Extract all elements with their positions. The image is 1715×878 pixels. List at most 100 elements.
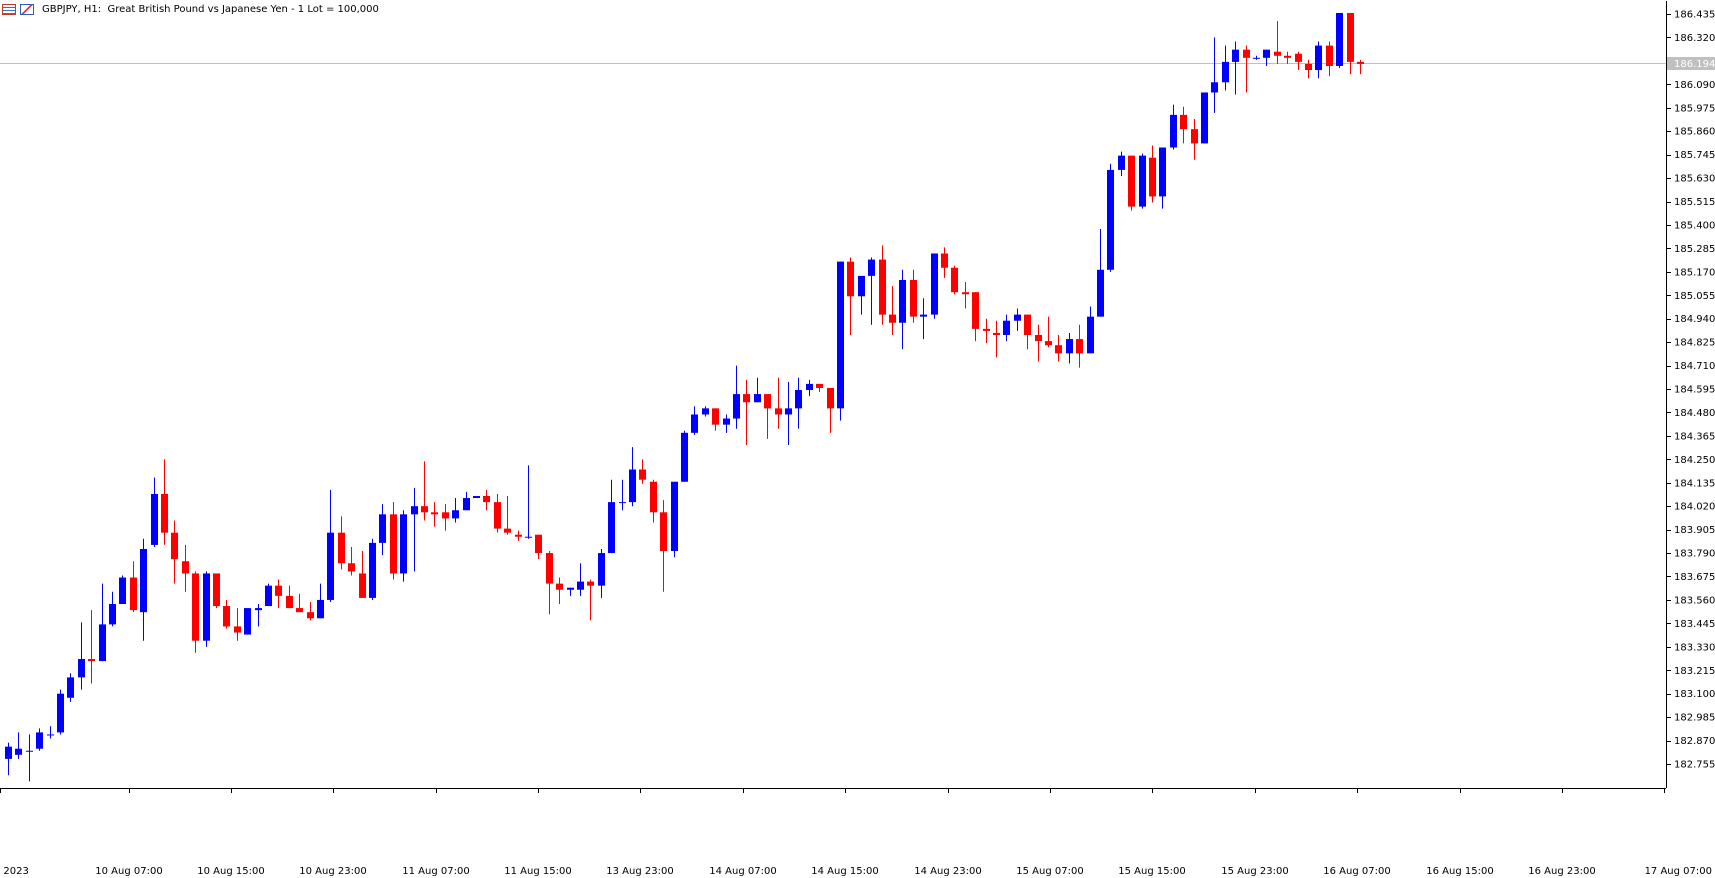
time-tick-label: 15 Aug 23:00 xyxy=(1221,866,1288,877)
candle xyxy=(847,257,854,335)
candle-body xyxy=(1128,155,1135,207)
candle-body xyxy=(515,534,522,537)
candle xyxy=(463,491,470,511)
price-tick-label: 185.515 xyxy=(1674,197,1715,208)
candle xyxy=(1170,104,1177,150)
candle-body xyxy=(931,253,938,315)
candle-body xyxy=(806,383,813,391)
candle xyxy=(671,481,678,558)
price-tick-label: 186.435 xyxy=(1674,10,1715,21)
price-tick-label: 183.100 xyxy=(1674,689,1715,700)
candle-body xyxy=(1201,92,1208,144)
candle-body xyxy=(1097,269,1104,317)
candle xyxy=(182,544,189,592)
candle xyxy=(546,551,553,615)
candle xyxy=(691,406,698,435)
price-tick-label: 184.365 xyxy=(1674,431,1715,442)
candle-body xyxy=(535,534,542,554)
candle xyxy=(223,599,230,629)
candle-body xyxy=(47,734,54,736)
candle-body xyxy=(140,548,147,613)
price-tick-label: 185.860 xyxy=(1674,127,1715,138)
candle-body xyxy=(504,528,511,533)
candle xyxy=(941,247,948,278)
candle-body xyxy=(1191,129,1198,144)
candle xyxy=(1243,45,1250,93)
candle xyxy=(203,571,210,647)
candle xyxy=(889,286,896,335)
symbol-description: GBPJPY, H1: Great British Pound vs Japan… xyxy=(42,3,379,15)
candle-body xyxy=(1347,12,1354,62)
candle-body xyxy=(244,608,251,635)
candle-body xyxy=(265,585,272,607)
candle xyxy=(307,601,314,621)
time-tick-label: 15 Aug 15:00 xyxy=(1118,866,1185,877)
candle-body xyxy=(702,408,709,415)
candle-body xyxy=(203,573,210,641)
candle-body xyxy=(754,394,761,403)
candle-body xyxy=(1180,114,1187,130)
candle-body xyxy=(359,573,366,598)
candle xyxy=(816,383,823,393)
candle-body xyxy=(1014,314,1021,321)
candle xyxy=(1097,229,1104,317)
candle-body xyxy=(587,581,594,586)
chart-type-icon[interactable] xyxy=(20,3,34,15)
candle-body xyxy=(1055,345,1062,354)
price-tick-label: 185.975 xyxy=(1674,103,1715,114)
time-tick-label: 16 Aug 15:00 xyxy=(1426,866,1493,877)
candle xyxy=(1305,59,1312,79)
candle xyxy=(681,430,688,482)
candle xyxy=(1336,12,1343,69)
candle xyxy=(151,477,158,547)
candle xyxy=(931,253,938,319)
candle xyxy=(1045,316,1052,348)
candle-body xyxy=(1003,320,1010,335)
candle xyxy=(795,377,802,429)
candle xyxy=(431,502,438,527)
candle-body xyxy=(119,577,126,605)
candle-body xyxy=(223,606,230,627)
price-tick-label: 183.445 xyxy=(1674,619,1715,630)
candle xyxy=(1326,41,1333,77)
candle-body xyxy=(868,259,875,276)
price-tick-label: 183.675 xyxy=(1674,572,1715,583)
candle-body xyxy=(442,512,449,519)
price-axis: 186.435186.320186.205186.090185.975185.8… xyxy=(1666,1,1715,788)
time-tick-label: 14 Aug 15:00 xyxy=(811,866,878,877)
candle xyxy=(764,394,771,439)
price-tick-label: 186.320 xyxy=(1674,33,1715,44)
candle xyxy=(577,563,584,596)
candle xyxy=(910,269,917,323)
candle-body xyxy=(36,732,43,749)
candle xyxy=(1232,41,1239,95)
candle-body xyxy=(379,514,386,543)
candle-body xyxy=(1159,147,1166,197)
candle xyxy=(379,504,386,556)
chart-window-icon[interactable] xyxy=(2,3,16,15)
candle-body xyxy=(421,506,428,513)
candle-body xyxy=(275,585,282,596)
candle xyxy=(1055,334,1062,362)
candle xyxy=(78,622,85,690)
candle-body xyxy=(307,612,314,619)
candle xyxy=(1201,92,1208,144)
candle xyxy=(369,538,376,600)
price-tick-label: 186.090 xyxy=(1674,80,1715,91)
candle-body xyxy=(1118,155,1125,170)
candle xyxy=(15,732,22,759)
candle-body xyxy=(546,553,553,584)
candle-body xyxy=(67,677,74,698)
time-tick-label: 14 Aug 07:00 xyxy=(709,866,776,877)
candle xyxy=(806,379,813,397)
candle-body xyxy=(1087,316,1094,354)
price-tick-label: 184.250 xyxy=(1674,455,1715,466)
price-tick-label: 184.825 xyxy=(1674,338,1715,349)
candle xyxy=(587,579,594,621)
candle xyxy=(1014,308,1021,331)
candle-body xyxy=(910,279,917,317)
candle-body xyxy=(983,328,990,331)
candle-body xyxy=(1035,334,1042,342)
candle-body xyxy=(161,493,168,533)
